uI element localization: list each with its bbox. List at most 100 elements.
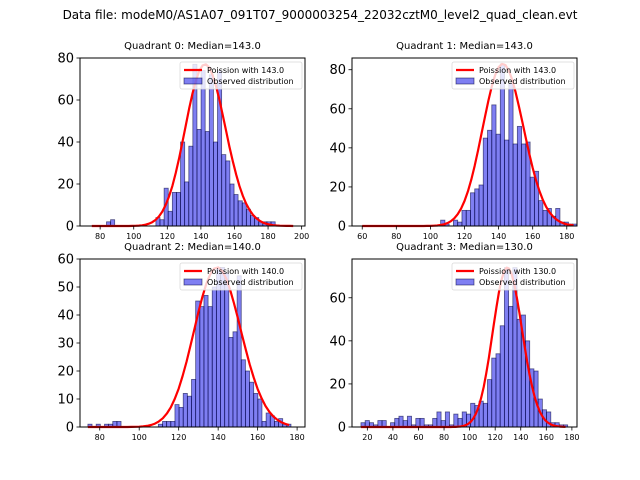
legend-label-observed: Observed distribution: [207, 77, 294, 86]
histogram-bar: [478, 184, 484, 227]
histogram-bar: [444, 411, 450, 428]
y-tick-label: 10: [57, 393, 74, 408]
histogram-bar: [398, 415, 404, 428]
legend: Poission with 143.0 Observed distribution: [179, 61, 303, 90]
histogram-bar: [213, 141, 219, 227]
subplot-title: Quadrant 1: Median=143.0: [396, 41, 533, 52]
legend-box: [179, 262, 303, 291]
histogram-bar: [180, 141, 186, 227]
y-tick-label: 20: [329, 377, 346, 392]
x-tick-label: 180: [559, 232, 574, 241]
histogram-bar: [504, 139, 510, 227]
histogram-bar: [419, 417, 425, 428]
histogram-bar: [482, 402, 488, 428]
histogram-bar: [542, 209, 548, 227]
subplot-quadrant-3: Quadrant 3: Median=130.0 0 20 40 60 20 40 60 80 1…: [329, 242, 579, 442]
histogram-bar: [487, 379, 493, 428]
y-tick-label: 60: [329, 291, 346, 306]
histogram-bar: [175, 191, 181, 227]
x-tick-label: 120: [160, 232, 175, 241]
x-tick-label: 100: [132, 433, 147, 442]
subplot-title: Quadrant 3: Median=130.0: [396, 242, 533, 253]
histogram-bar: [265, 412, 271, 428]
x-tick-label: 100: [126, 232, 141, 241]
y-tick-label: 60: [329, 102, 346, 117]
x-tick-label: 100: [423, 232, 438, 241]
histogram-bar: [208, 74, 214, 227]
y-tick-label: 60: [57, 253, 74, 268]
histogram-bar: [253, 392, 259, 428]
histogram-bar: [167, 210, 173, 227]
histogram-bar: [170, 420, 176, 428]
histogram-bar: [220, 266, 226, 428]
x-tick-label: 160: [227, 232, 242, 241]
histogram-bar: [499, 325, 505, 428]
histogram-bar: [457, 221, 463, 227]
histogram-bar: [200, 70, 206, 227]
x-tick-label: 180: [564, 433, 579, 442]
y-tick-label: 50: [57, 281, 74, 296]
histogram-bar: [470, 192, 476, 227]
subplot-quadrant-2: Quadrant 2: Median=140.0 0 10 20 30 40 50 60 80 1…: [57, 242, 306, 442]
histogram-bar: [162, 420, 168, 428]
y-tick-label: 20: [57, 178, 74, 193]
histogram-bar: [453, 219, 459, 227]
legend-box: [451, 262, 575, 291]
histogram-bar: [178, 406, 184, 428]
histogram-bar: [432, 417, 438, 428]
x-tick-label: 80: [391, 232, 401, 241]
axes-frame: [351, 258, 578, 428]
histogram-bar: [188, 145, 194, 227]
y-tick-label: 0: [338, 220, 346, 235]
histogram-bar: [516, 318, 522, 428]
x-tick-label: 160: [525, 232, 540, 241]
x-tick-label: 60: [413, 433, 423, 442]
legend-label-observed: Observed distribution: [479, 77, 566, 86]
legend-label-observed: Observed distribution: [479, 278, 566, 287]
histogram-bar: [182, 392, 188, 428]
x-tick-label: 20: [362, 433, 372, 442]
x-tick-label: 160: [539, 433, 554, 442]
x-tick-label: 100: [462, 433, 477, 442]
histogram-bar: [244, 370, 250, 428]
histogram-bar: [221, 154, 227, 227]
histogram-bar: [516, 125, 523, 227]
histogram-bar: [495, 133, 501, 227]
legend: Poission with 140.0 Observed distribution: [179, 262, 303, 291]
x-tick-label: 160: [250, 433, 265, 442]
histogram-bar: [491, 104, 497, 227]
histogram-bar: [487, 129, 493, 227]
x-tick-label: 140: [513, 433, 528, 442]
histogram-bar: [237, 200, 243, 227]
y-tick-label: 40: [57, 136, 74, 151]
x-tick-label: 40: [388, 433, 398, 442]
histogram-bar: [555, 208, 561, 227]
x-tick-label: 60: [357, 232, 367, 241]
histogram-bar: [215, 266, 221, 428]
figure-suptitle: Data file: modeM0/AS1A07_091T07_90000032…: [62, 8, 578, 22]
histogram-bar: [224, 272, 230, 428]
x-tick-label: 80: [95, 433, 105, 442]
histogram-bar: [203, 294, 209, 428]
histogram-bar: [512, 143, 518, 227]
x-tick-label: 180: [260, 232, 275, 241]
legend-bar-swatch: [183, 77, 203, 85]
histogram-bar: [225, 160, 231, 227]
x-tick-label: 80: [95, 232, 105, 241]
x-tick-label: 200: [294, 232, 309, 241]
histogram-bar: [436, 411, 442, 428]
histogram-bar: [274, 420, 279, 428]
histogram-bar: [241, 202, 247, 227]
y-tick-label: 60: [57, 94, 74, 109]
legend-label-poisson: Poission with 143.0: [207, 66, 284, 75]
y-tick-label: 40: [57, 309, 74, 324]
histogram-bars: [106, 63, 276, 227]
histogram-bar: [171, 191, 177, 227]
legend: Poission with 143.0 Observed distribution: [451, 61, 575, 90]
y-tick-label: 0: [66, 220, 74, 235]
histogram-bar: [166, 420, 172, 428]
histogram-bar: [196, 128, 202, 227]
histogram-bar: [261, 420, 267, 428]
y-tick-label: 80: [329, 63, 346, 78]
